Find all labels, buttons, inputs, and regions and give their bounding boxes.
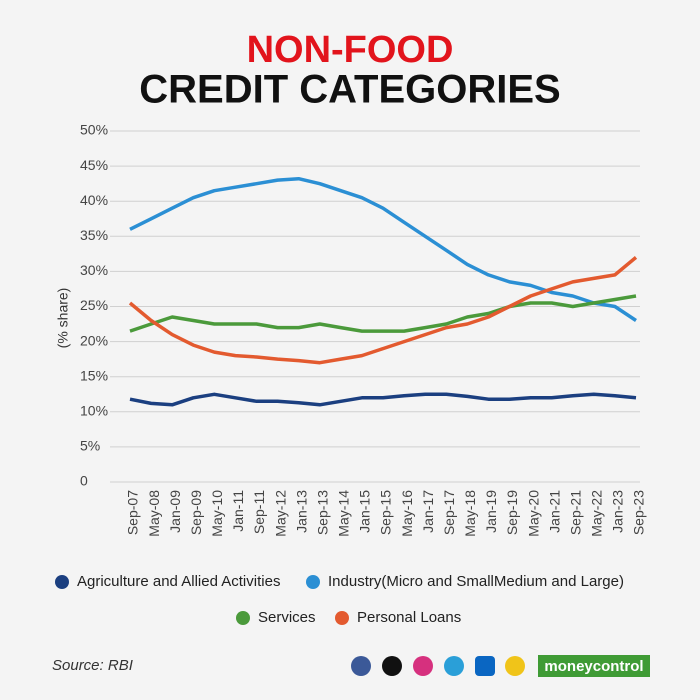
icon[interactable] <box>382 656 402 676</box>
x-tick-label: Jan-19 <box>483 490 499 533</box>
series-line <box>129 294 637 333</box>
x-tick-label: Sep-07 <box>125 490 141 535</box>
icon[interactable] <box>475 656 495 676</box>
y-tick-label: 0 <box>80 473 88 489</box>
y-tick-label: 30% <box>80 262 108 278</box>
x-tick-label: Jan-23 <box>610 490 626 533</box>
y-tick-label: 5% <box>80 438 100 454</box>
x-tick-label: Sep-23 <box>631 490 647 535</box>
y-tick-label: 35% <box>80 227 108 243</box>
y-tick-label: 15% <box>80 367 108 383</box>
x-tick-label: Jan-13 <box>293 490 309 533</box>
x-tick-label: May-20 <box>525 490 541 537</box>
y-tick-label: 10% <box>80 403 108 419</box>
x-tick-label: Jan-11 <box>230 490 246 532</box>
y-tick-label: 25% <box>80 297 108 313</box>
legend-label: Services <box>258 609 316 626</box>
x-tick-label: Sep-11 <box>251 490 267 534</box>
x-tick-label: Sep-09 <box>188 490 204 535</box>
source: Source: RBI <box>52 657 133 674</box>
legend-marker <box>306 575 320 589</box>
x-tick-label: Jan-21 <box>546 490 562 533</box>
series-line <box>129 392 637 407</box>
x-tick-label: May-14 <box>336 490 352 537</box>
chart-title: NON-FOOD <box>247 29 454 71</box>
x-tick-label: Sep-19 <box>504 490 520 535</box>
legend-label: Agriculture and Allied Activities <box>77 573 280 590</box>
x-tick-label: Sep-13 <box>314 490 330 535</box>
x-tick-label: Jan-15 <box>357 490 373 533</box>
x-tick-label: May-22 <box>589 490 605 537</box>
x-tick-label: Sep-15 <box>378 490 394 535</box>
icon[interactable] <box>505 656 525 676</box>
x-tick-label: Sep-21 <box>567 490 583 535</box>
legend-label: Industry(Micro and SmallMedium and Large… <box>328 573 624 590</box>
y-tick-label: 20% <box>80 332 108 348</box>
x-tick-label: May-16 <box>399 490 415 537</box>
legend-marker <box>335 611 349 625</box>
brand-box <box>538 655 650 677</box>
y-tick-label: 50% <box>80 122 108 138</box>
series-line <box>129 176 637 322</box>
chart-subtitle: CREDIT CATEGORIES <box>139 68 561 112</box>
brand: moneycontrol <box>544 658 643 675</box>
x-tick-label: Jan-17 <box>420 490 436 533</box>
icon[interactable] <box>444 656 464 676</box>
x-tick-label: Sep-17 <box>441 490 457 535</box>
y-tick-label: 45% <box>80 157 108 173</box>
x-tick-label: May-08 <box>146 490 162 537</box>
legend-label: Personal Loans <box>357 609 461 626</box>
legend-marker <box>236 611 250 625</box>
social-icons <box>351 656 525 676</box>
legend-marker <box>55 575 69 589</box>
x-tick-label: May-10 <box>209 490 225 537</box>
y-tick-label: 40% <box>80 192 108 208</box>
x-tick-label: Jan-09 <box>167 490 183 533</box>
y-axis-label: (% share) <box>55 288 71 349</box>
icon[interactable] <box>351 656 371 676</box>
icon[interactable] <box>413 656 433 676</box>
x-tick-label: May-12 <box>272 490 288 537</box>
x-tick-label: May-18 <box>462 490 478 537</box>
series-line <box>128 256 638 365</box>
